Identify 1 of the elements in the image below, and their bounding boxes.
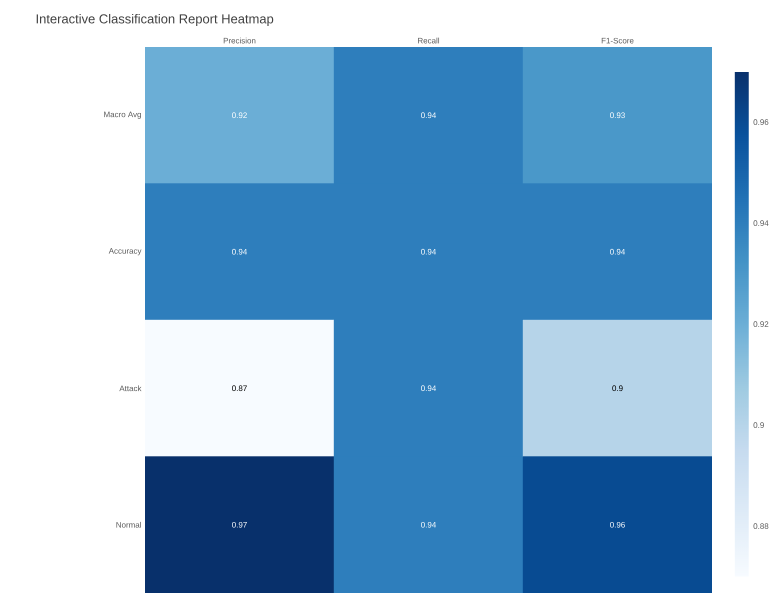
chart-title: Interactive Classification Report Heatmap bbox=[36, 14, 274, 26]
